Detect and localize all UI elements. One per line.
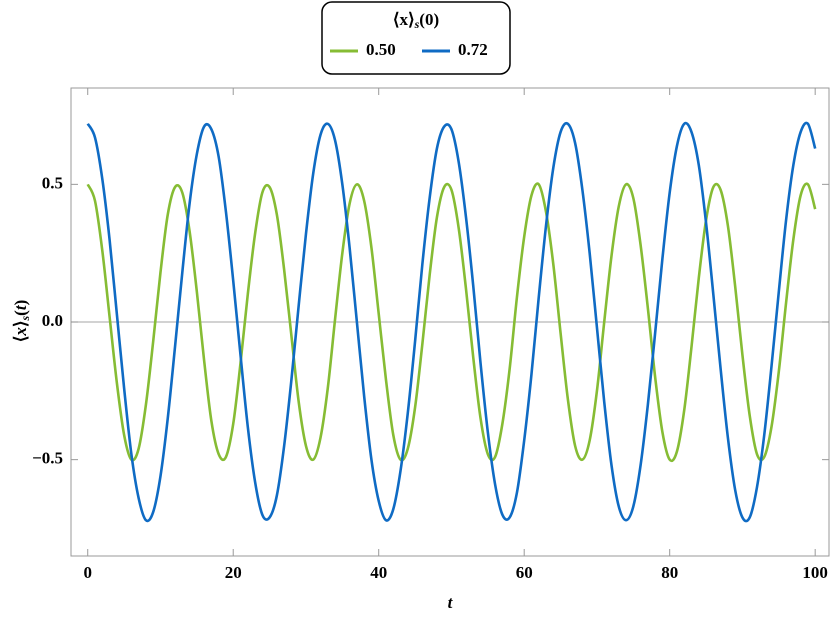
y-label-part: t [11,304,30,310]
legend-label: 0.72 [458,40,488,59]
series-line [86,182,817,463]
legend-box [321,1,511,75]
y-tick-label: 0.0 [42,311,63,330]
y-label-part: ⟨ [11,336,30,343]
x-tick-label: 0 [83,563,92,582]
x-axis-label: t [448,593,454,612]
y-label-part: ⟩ [11,320,30,327]
y-tick-label: −0.5 [32,449,63,468]
y-axis-label: ⟨x⟩s(t) [11,300,32,343]
legend-title-part: (0) [419,10,439,29]
y-label-sub: s [18,315,32,321]
y-label-part: ( [11,310,30,316]
x-tick-label: 80 [661,563,678,582]
legend-title-sub: s [414,17,420,31]
x-tick-label: 20 [225,563,242,582]
legend-label: 0.50 [366,40,396,59]
y-label-part: ) [11,300,30,306]
series-line [86,121,817,523]
x-tick-label: 60 [516,563,533,582]
legend-title-part: ⟨x⟩ [393,10,415,29]
legend-title: ⟨x⟩s(0) [393,10,439,31]
y-label-part: x [11,327,30,337]
x-tick-label: 100 [802,563,828,582]
y-tick-label: 0.5 [42,173,63,192]
x-tick-label: 40 [370,563,387,582]
